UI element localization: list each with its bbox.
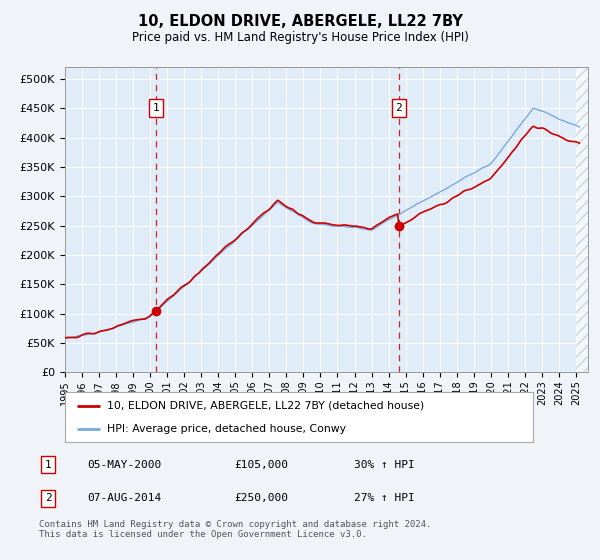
Bar — [576, 67, 600, 372]
Text: 10, ELDON DRIVE, ABERGELE, LL22 7BY (detached house): 10, ELDON DRIVE, ABERGELE, LL22 7BY (det… — [107, 400, 424, 410]
Text: Price paid vs. HM Land Registry's House Price Index (HPI): Price paid vs. HM Land Registry's House … — [131, 31, 469, 44]
Text: 10, ELDON DRIVE, ABERGELE, LL22 7BY: 10, ELDON DRIVE, ABERGELE, LL22 7BY — [137, 14, 463, 29]
Text: HPI: Average price, detached house, Conwy: HPI: Average price, detached house, Conw… — [107, 424, 346, 434]
Text: 1: 1 — [152, 103, 160, 113]
Text: Contains HM Land Registry data © Crown copyright and database right 2024.
This d: Contains HM Land Registry data © Crown c… — [39, 520, 431, 539]
Text: £105,000: £105,000 — [234, 460, 288, 470]
Text: 2: 2 — [44, 493, 52, 503]
Text: 30% ↑ HPI: 30% ↑ HPI — [354, 460, 415, 470]
Text: £250,000: £250,000 — [234, 493, 288, 503]
Text: 2: 2 — [395, 103, 402, 113]
Text: 05-MAY-2000: 05-MAY-2000 — [87, 460, 161, 470]
Text: 1: 1 — [44, 460, 52, 470]
Text: 27% ↑ HPI: 27% ↑ HPI — [354, 493, 415, 503]
Text: 07-AUG-2014: 07-AUG-2014 — [87, 493, 161, 503]
